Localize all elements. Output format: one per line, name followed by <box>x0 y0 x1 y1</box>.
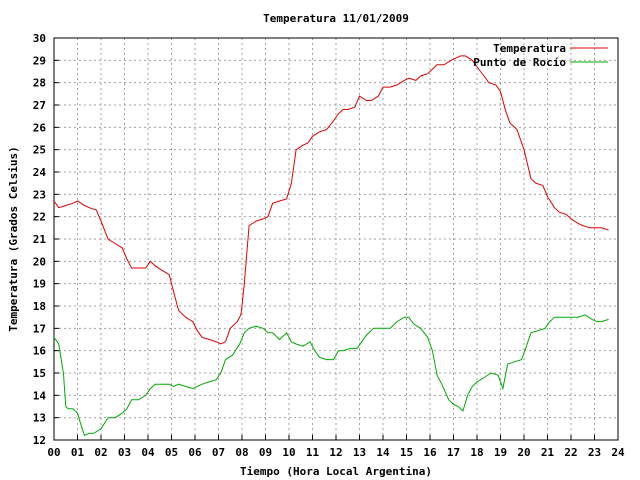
legend-label-punto-de-rocio: Punto de Rocío <box>473 56 566 69</box>
series-line-temperatura <box>53 55 609 345</box>
x-tick-label: 23 <box>588 446 601 459</box>
y-tick-label: 23 <box>33 188 46 201</box>
y-tick-label: 14 <box>33 389 47 402</box>
x-tick-label: 13 <box>353 446 366 459</box>
x-axis-label: Tiempo (Hora Local Argentina) <box>240 465 432 478</box>
x-tick-label: 21 <box>541 446 555 459</box>
y-tick-label: 28 <box>33 77 46 90</box>
y-tick-label: 27 <box>33 99 46 112</box>
y-tick-label: 29 <box>33 54 46 67</box>
series-line-punto-de-rocio <box>53 314 609 437</box>
x-tick-label: 09 <box>259 446 272 459</box>
y-tick-label: 18 <box>33 300 46 313</box>
x-tick-label: 04 <box>141 446 155 459</box>
x-tick-label: 12 <box>329 446 342 459</box>
x-tick-label: 00 <box>47 446 60 459</box>
x-tick-label: 05 <box>165 446 178 459</box>
x-tick-label: 11 <box>306 446 320 459</box>
y-tick-label: 25 <box>33 144 46 157</box>
y-tick-label: 21 <box>33 233 47 246</box>
y-tick-label: 16 <box>33 345 47 358</box>
x-tick-label: 22 <box>564 446 577 459</box>
y-tick-label: 17 <box>33 322 46 335</box>
y-tick-label: 20 <box>33 255 46 268</box>
grid <box>54 38 618 440</box>
axis-ticks: 00 01 02 03 04 05 06 07 08 09 10 11 12 13 14 15 16 17 18 19… <box>33 32 625 459</box>
y-tick-label: 15 <box>33 367 46 380</box>
chart-title: Temperatura 11/01/2009 <box>263 12 409 25</box>
x-tick-label: 10 <box>282 446 295 459</box>
x-tick-label: 08 <box>235 446 248 459</box>
legend-label-temperatura: Temperatura <box>493 42 566 55</box>
y-tick-label: 19 <box>33 278 46 291</box>
series-lines <box>53 55 609 437</box>
x-tick-label: 19 <box>494 446 507 459</box>
y-tick-label: 12 <box>33 434 46 447</box>
x-tick-label: 03 <box>118 446 131 459</box>
x-tick-label: 16 <box>423 446 437 459</box>
y-tick-label: 24 <box>33 166 47 179</box>
x-tick-label: 06 <box>188 446 202 459</box>
x-tick-label: 20 <box>517 446 530 459</box>
y-tick-label: 22 <box>33 211 46 224</box>
x-tick-label: 24 <box>611 446 625 459</box>
x-tick-label: 18 <box>470 446 483 459</box>
x-tick-label: 01 <box>71 446 85 459</box>
x-tick-label: 07 <box>212 446 225 459</box>
x-tick-label: 02 <box>94 446 107 459</box>
y-axis-label: Temperatura (Grados Celsius) <box>7 146 20 331</box>
x-tick-label: 14 <box>376 446 390 459</box>
x-tick-label: 15 <box>400 446 413 459</box>
legend: Temperatura Punto de Rocío <box>473 42 608 69</box>
y-tick-label: 30 <box>33 32 46 45</box>
x-tick-label: 17 <box>447 446 460 459</box>
y-tick-label: 26 <box>33 121 47 134</box>
y-tick-label: 13 <box>33 412 46 425</box>
